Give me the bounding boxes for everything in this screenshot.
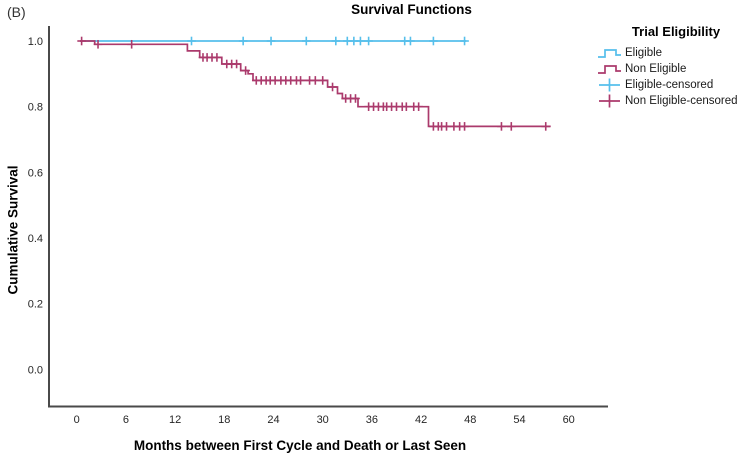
censored-mark bbox=[414, 102, 423, 111]
legend-title: Trial Eligibility bbox=[631, 24, 721, 39]
censored-mark bbox=[238, 36, 248, 46]
censored-mark bbox=[402, 102, 411, 111]
censored-mark bbox=[442, 122, 451, 131]
censored-mark bbox=[497, 122, 506, 131]
y-tick-label: 0.6 bbox=[28, 167, 43, 179]
legend-item-label: Eligible-censored bbox=[625, 79, 714, 91]
censored-mark bbox=[296, 76, 305, 85]
y-tick-label: 0.2 bbox=[28, 299, 43, 311]
x-tick-label: 48 bbox=[464, 414, 476, 426]
x-tick-label: 18 bbox=[218, 414, 230, 426]
censored-mark bbox=[241, 66, 250, 75]
censored-mark bbox=[302, 36, 311, 46]
legend-item: Eligible-censored bbox=[597, 77, 755, 93]
censored-mark bbox=[93, 39, 103, 49]
legend-item-label: Eligible bbox=[625, 47, 663, 59]
censored-mark bbox=[460, 122, 469, 131]
legend-item-label: Non Eligible bbox=[625, 63, 687, 75]
censored-mark bbox=[77, 36, 86, 46]
censored-mark bbox=[311, 76, 320, 85]
y-tick-label: 0.0 bbox=[28, 364, 43, 376]
x-tick-label: 0 bbox=[74, 414, 80, 426]
censored-mark bbox=[187, 36, 196, 46]
panel-label: (B) bbox=[7, 4, 26, 20]
y-tick-label: 0.8 bbox=[28, 102, 43, 114]
censored-mark bbox=[232, 59, 241, 69]
legend-item: Non Eligible bbox=[597, 61, 755, 77]
legend-items: Eligible Non Eligible Eligible-censored Non… bbox=[597, 45, 755, 109]
x-tick-label: 36 bbox=[366, 414, 378, 426]
censored-mark bbox=[351, 94, 360, 103]
chart-title: Survival Functions bbox=[351, 2, 472, 17]
censored-mark bbox=[266, 36, 276, 46]
censored-mark bbox=[541, 122, 551, 131]
x-tick-label: 24 bbox=[267, 414, 279, 426]
censored-mark bbox=[127, 39, 136, 49]
x-tick-label: 54 bbox=[513, 414, 525, 426]
censored-mark bbox=[460, 36, 469, 46]
censored-mark bbox=[356, 36, 365, 46]
legend-item: Eligible bbox=[597, 45, 755, 61]
censored-mark bbox=[406, 36, 415, 46]
survival-curve-eligible bbox=[80, 36, 469, 46]
x-tick-label: 6 bbox=[123, 414, 129, 426]
censored-mark bbox=[328, 82, 337, 92]
legend-item: Non Eligible-censored bbox=[597, 93, 755, 109]
censored-mark bbox=[318, 76, 327, 85]
y-tick-label: 0.4 bbox=[28, 233, 43, 245]
step-line-icon bbox=[598, 49, 621, 58]
legend-item-label: Non Eligible-censored bbox=[625, 95, 738, 107]
plus-marker-icon bbox=[599, 94, 620, 108]
x-tick-label: 30 bbox=[317, 414, 329, 426]
censored-mark bbox=[507, 122, 516, 131]
plus-marker-icon bbox=[599, 78, 620, 92]
censored-mark bbox=[331, 36, 341, 46]
x-tick-label: 60 bbox=[563, 414, 575, 426]
step-line-icon bbox=[598, 65, 621, 74]
y-tick-label: 1.0 bbox=[28, 36, 43, 48]
censored-mark bbox=[212, 53, 222, 62]
x-tick-label: 42 bbox=[415, 414, 427, 426]
x-tick-label: 12 bbox=[169, 414, 181, 426]
censored-mark bbox=[364, 36, 373, 46]
survival-curve-non-eligible bbox=[77, 36, 551, 131]
x-axis-title: Months between First Cycle and Death or … bbox=[133, 438, 467, 453]
legend: Trial Eligibility Eligible Non Eligible El… bbox=[597, 24, 755, 109]
censored-mark bbox=[429, 36, 438, 46]
